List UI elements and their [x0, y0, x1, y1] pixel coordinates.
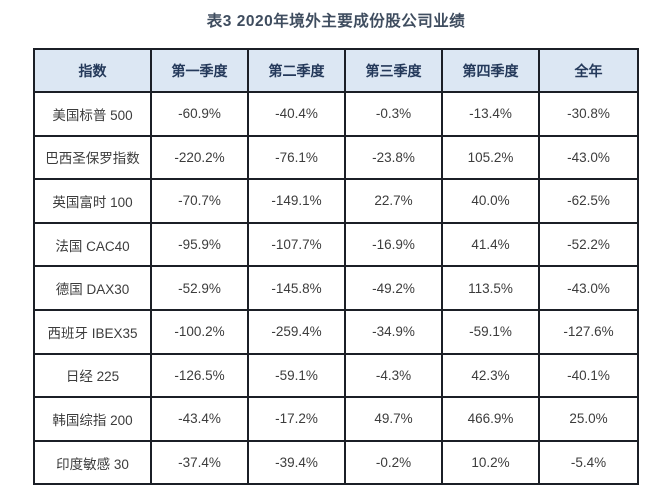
value-cell: -95.9% [150, 221, 249, 268]
value-cell: -43.0% [538, 265, 639, 311]
value-cell: -52.9% [150, 265, 249, 311]
value-cell: 113.5% [441, 265, 540, 311]
table-row: 西班牙 IBEX35 -100.2% -259.4% -34.9% -59.1% -127… [33, 308, 639, 355]
index-cell: 西班牙 IBEX35 [33, 308, 152, 355]
table-body: 美国标普 500 -60.9% -40.4% -0.3% -13.4% -30.8% 巴西圣… [33, 91, 639, 486]
value-cell: 41.4% [441, 221, 540, 268]
header-cell-index: 指数 [33, 48, 152, 93]
table-row: 日经 225 -126.5% -59.1% -4.3% 42.3% -40.1% [33, 352, 639, 399]
value-cell: 22.7% [344, 178, 443, 224]
value-cell: -59.1% [441, 308, 540, 355]
value-cell: 466.9% [441, 396, 540, 442]
value-cell: -16.9% [344, 221, 443, 268]
table-row: 英国富时 100 -70.7% -149.1% 22.7% 40.0% -62.5% [33, 178, 639, 224]
value-cell: -40.4% [247, 91, 346, 137]
value-cell: -100.2% [150, 308, 249, 355]
value-cell: -76.1% [247, 134, 346, 181]
value-cell: -39.4% [247, 439, 346, 486]
table-row: 法国 CAC40 -95.9% -107.7% -16.9% 41.4% -52.2% [33, 221, 639, 268]
table-row: 美国标普 500 -60.9% -40.4% -0.3% -13.4% -30.8% [33, 91, 639, 137]
index-cell: 日经 225 [33, 352, 152, 399]
index-cell: 美国标普 500 [33, 91, 152, 137]
index-cell: 英国富时 100 [33, 178, 152, 224]
table-row: 巴西圣保罗指数 -220.2% -76.1% -23.8% 105.2% -43.0% [33, 134, 639, 181]
index-cell: 巴西圣保罗指数 [33, 134, 152, 181]
value-cell: 105.2% [441, 134, 540, 181]
value-cell: -107.7% [247, 221, 346, 268]
value-cell: -0.3% [344, 91, 443, 137]
value-cell: -34.9% [344, 308, 443, 355]
value-cell: -49.2% [344, 265, 443, 311]
value-cell: -43.0% [538, 134, 639, 181]
index-cell: 法国 CAC40 [33, 221, 152, 268]
value-cell: -62.5% [538, 178, 639, 224]
header-cell-year: 全年 [538, 48, 639, 93]
table-row: 印度敏感 30 -37.4% -39.4% -0.2% 10.2% -5.4% [33, 439, 639, 486]
value-cell: -43.4% [150, 396, 249, 442]
performance-table: 指数 第一季度 第二季度 第三季度 第四季度 全年 美国标普 500 -60.9%… [33, 48, 639, 486]
value-cell: -40.1% [538, 352, 639, 399]
index-cell: 印度敏感 30 [33, 439, 152, 486]
value-cell: 49.7% [344, 396, 443, 442]
value-cell: 10.2% [441, 439, 540, 486]
value-cell: -17.2% [247, 396, 346, 442]
header-cell-q4: 第四季度 [441, 48, 540, 93]
value-cell: -149.1% [247, 178, 346, 224]
value-cell: -127.6% [538, 308, 639, 355]
header-cell-q2: 第二季度 [247, 48, 346, 93]
value-cell: -259.4% [247, 308, 346, 355]
value-cell: -220.2% [150, 134, 249, 181]
value-cell: 40.0% [441, 178, 540, 224]
table-row: 德国 DAX30 -52.9% -145.8% -49.2% 113.5% -43.0% [33, 265, 639, 311]
value-cell: -5.4% [538, 439, 639, 486]
value-cell: -37.4% [150, 439, 249, 486]
table-title: 表3 2020年境外主要成份股公司业绩 [206, 13, 466, 30]
value-cell: 42.3% [441, 352, 540, 399]
header-cell-q1: 第一季度 [150, 48, 249, 93]
value-cell: -70.7% [150, 178, 249, 224]
value-cell: -59.1% [247, 352, 346, 399]
value-cell: -0.2% [344, 439, 443, 486]
value-cell: -4.3% [344, 352, 443, 399]
value-cell: -52.2% [538, 221, 639, 268]
index-cell: 韩国综指 200 [33, 396, 152, 442]
table-row: 韩国综指 200 -43.4% -17.2% 49.7% 466.9% 25.0% [33, 396, 639, 442]
index-cell: 德国 DAX30 [33, 265, 152, 311]
value-cell: -30.8% [538, 91, 639, 137]
value-cell: -13.4% [441, 91, 540, 137]
header-cell-q3: 第三季度 [344, 48, 443, 93]
value-cell: -60.9% [150, 91, 249, 137]
header-row: 指数 第一季度 第二季度 第三季度 第四季度 全年 [33, 48, 639, 93]
value-cell: -23.8% [344, 134, 443, 181]
value-cell: -145.8% [247, 265, 346, 311]
value-cell: 25.0% [538, 396, 639, 442]
value-cell: -126.5% [150, 352, 249, 399]
